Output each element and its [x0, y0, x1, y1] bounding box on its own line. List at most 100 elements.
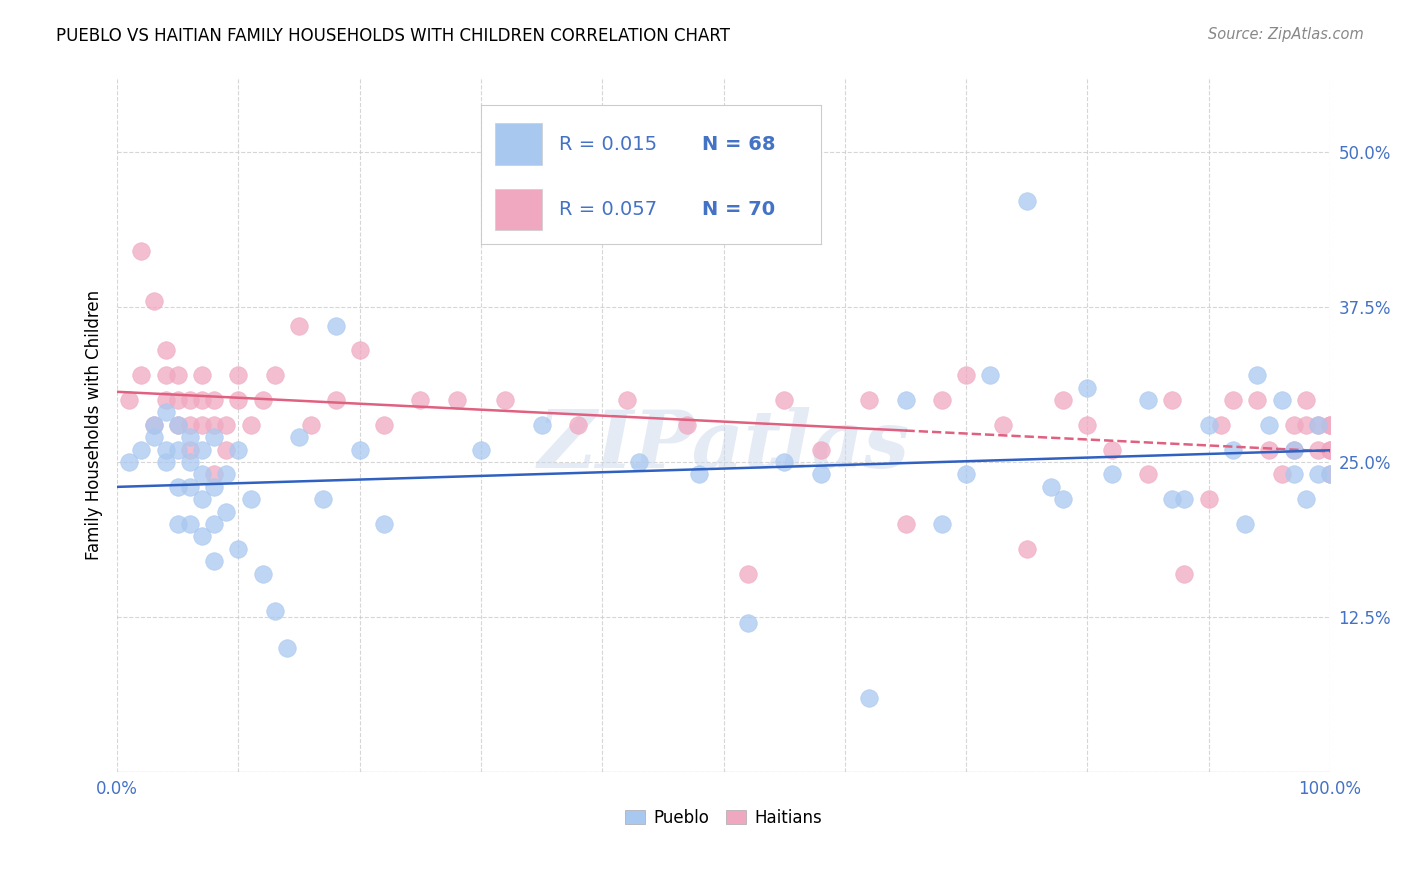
Point: [202, 480, 225, 494]
Point: [1222, 392, 1244, 407]
Point: [894, 392, 917, 407]
Point: [1282, 467, 1305, 482]
Point: [155, 392, 177, 407]
Point: [179, 516, 201, 531]
Point: [1209, 417, 1232, 432]
Point: [676, 417, 699, 432]
Point: [616, 392, 638, 407]
Point: [155, 442, 177, 457]
Point: [858, 690, 880, 705]
Point: [955, 467, 977, 482]
Point: [191, 529, 214, 543]
Point: [276, 640, 298, 655]
Point: [142, 417, 165, 432]
Point: [155, 368, 177, 383]
Point: [1319, 467, 1341, 482]
Point: [1101, 467, 1123, 482]
Point: [179, 430, 201, 444]
Point: [858, 392, 880, 407]
Point: [263, 368, 285, 383]
Point: [1161, 492, 1184, 507]
Point: [239, 492, 262, 507]
Point: [373, 417, 395, 432]
Point: [179, 455, 201, 469]
Point: [349, 442, 371, 457]
Point: [166, 417, 188, 432]
Point: [627, 455, 650, 469]
Point: [1306, 417, 1329, 432]
Point: [737, 616, 759, 631]
Point: [1246, 392, 1268, 407]
Point: [1246, 368, 1268, 383]
Text: PUEBLO VS HAITIAN FAMILY HOUSEHOLDS WITH CHILDREN CORRELATION CHART: PUEBLO VS HAITIAN FAMILY HOUSEHOLDS WITH…: [56, 27, 730, 45]
Point: [810, 442, 832, 457]
Point: [142, 293, 165, 308]
Point: [773, 455, 796, 469]
Point: [991, 417, 1014, 432]
Point: [155, 455, 177, 469]
Point: [299, 417, 322, 432]
Point: [1173, 492, 1195, 507]
Point: [373, 516, 395, 531]
Point: [215, 467, 238, 482]
Point: [202, 516, 225, 531]
Point: [1258, 417, 1281, 432]
Point: [179, 442, 201, 457]
Point: [1076, 417, 1098, 432]
Point: [1137, 392, 1160, 407]
Point: [131, 442, 153, 457]
Point: [1270, 467, 1292, 482]
Point: [1258, 442, 1281, 457]
Point: [202, 392, 225, 407]
Point: [1198, 417, 1220, 432]
Point: [1319, 442, 1341, 457]
Point: [166, 442, 188, 457]
Point: [118, 455, 141, 469]
Point: [142, 430, 165, 444]
Point: [1015, 194, 1038, 209]
Point: [215, 417, 238, 432]
Point: [1306, 442, 1329, 457]
Point: [1101, 442, 1123, 457]
Point: [1198, 492, 1220, 507]
Point: [1234, 516, 1257, 531]
Point: [166, 516, 188, 531]
Point: [1319, 417, 1341, 432]
Point: [1319, 467, 1341, 482]
Point: [409, 392, 432, 407]
Point: [202, 554, 225, 568]
Point: [179, 392, 201, 407]
Point: [155, 343, 177, 358]
Point: [215, 442, 238, 457]
Point: [131, 244, 153, 258]
Point: [1076, 380, 1098, 394]
Point: [1295, 492, 1317, 507]
Point: [191, 368, 214, 383]
Point: [567, 417, 589, 432]
Y-axis label: Family Households with Children: Family Households with Children: [86, 290, 103, 560]
Point: [931, 516, 953, 531]
Point: [325, 392, 347, 407]
Point: [1161, 392, 1184, 407]
Point: [325, 318, 347, 333]
Point: [288, 318, 311, 333]
Point: [202, 467, 225, 482]
Point: [166, 417, 188, 432]
Point: [737, 566, 759, 581]
Point: [118, 392, 141, 407]
Point: [1052, 392, 1074, 407]
Point: [312, 492, 335, 507]
Point: [688, 467, 710, 482]
Point: [191, 492, 214, 507]
Point: [131, 368, 153, 383]
Point: [530, 417, 553, 432]
Point: [1282, 417, 1305, 432]
Point: [179, 417, 201, 432]
Point: [1282, 442, 1305, 457]
Point: [228, 368, 250, 383]
Point: [202, 430, 225, 444]
Point: [1319, 417, 1341, 432]
Point: [191, 417, 214, 432]
Point: [1222, 442, 1244, 457]
Point: [1137, 467, 1160, 482]
